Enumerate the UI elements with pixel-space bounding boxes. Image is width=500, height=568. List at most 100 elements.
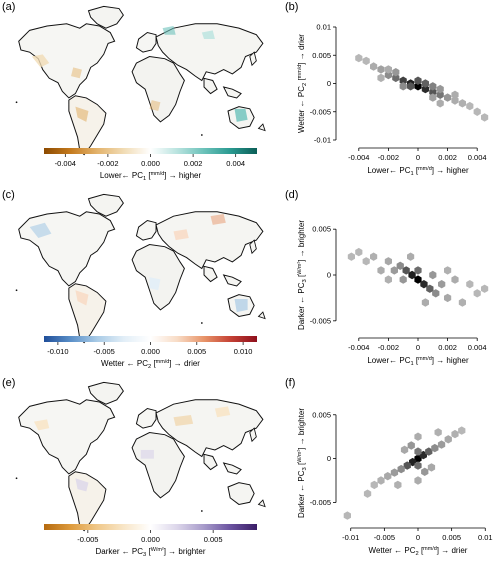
colorbar-e: -0.005 0.000 0.005 Darker ← PC3 [W/m²] → br… bbox=[44, 524, 257, 558]
hexbin-cell bbox=[481, 113, 489, 122]
x-tick-label: 0.01 bbox=[478, 533, 493, 542]
hexbin-cell bbox=[407, 441, 415, 450]
hexbin-cell bbox=[473, 289, 481, 298]
colorbar-title: Darker ← PC3 [W/m²] → brighter bbox=[95, 547, 205, 558]
hexbin-cell bbox=[392, 73, 400, 83]
panel-label-c: (c) bbox=[2, 189, 15, 201]
hexbin-cell bbox=[458, 426, 466, 435]
hexbin-cell bbox=[458, 99, 466, 108]
x-tick-label: 0 bbox=[416, 343, 420, 352]
hexbin-cell bbox=[429, 82, 437, 91]
hexbin-cell bbox=[473, 107, 481, 116]
hexbin-cell bbox=[397, 464, 405, 474]
hexbin-cell bbox=[414, 476, 422, 485]
hexbin-cell bbox=[481, 284, 489, 293]
hexbin-cell bbox=[421, 298, 429, 307]
hexbin-cell bbox=[343, 511, 351, 520]
colorbar-title: Wetter ← PC2 [mm/d] → drier bbox=[101, 359, 200, 370]
hexbin-plot-b: -0.004 -0.002 0 0.002 0.004 -0.01 -0.005 0 0.005… bbox=[297, 23, 489, 177]
x-tick-label: -0.002 bbox=[378, 153, 399, 162]
x-tick-label: 0.005 bbox=[442, 533, 461, 542]
y-tick-label: 0.005 bbox=[312, 410, 331, 419]
hexbin-cell bbox=[444, 293, 452, 303]
hexbin-cell bbox=[438, 280, 446, 289]
x-axis-label: Wetter ← PC2 [mm/d] → drier bbox=[369, 546, 468, 557]
hexbin-cell bbox=[390, 468, 399, 477]
hexbin-cell bbox=[414, 275, 422, 284]
colorbar-c: -0.010 -0.005 0.000 0.005 0.010 Wetter ← PC2 … bbox=[44, 336, 257, 370]
x-tick-label: -0.004 bbox=[348, 153, 369, 162]
panel-label-f: (f) bbox=[285, 377, 295, 389]
x-tick-label: 0.004 bbox=[468, 343, 487, 352]
hexbin-cell bbox=[392, 68, 400, 77]
hexbin-cell bbox=[414, 461, 422, 470]
hexbin-cell bbox=[377, 73, 385, 83]
y-tick-label: 0 bbox=[327, 271, 331, 280]
hexbin-cell bbox=[355, 53, 363, 63]
world-map-a bbox=[15, 5, 266, 156]
hexbin-cell bbox=[377, 476, 385, 485]
hexbin-cell bbox=[347, 252, 355, 261]
hexbin-cell bbox=[451, 96, 459, 105]
hexbin-cell bbox=[399, 76, 407, 85]
y-tick-label: -0.01 bbox=[314, 136, 331, 145]
y-tick-label: 0 bbox=[327, 79, 331, 88]
x-tick-label: -0.01 bbox=[342, 533, 359, 542]
y-tick-label: -0.005 bbox=[310, 107, 331, 116]
hexbin-cell bbox=[437, 440, 446, 449]
hexbin-cell bbox=[414, 432, 422, 441]
hexbin-cell bbox=[400, 445, 409, 454]
colorbar-tick-label: 0.010 bbox=[234, 347, 253, 356]
hexbin-cell bbox=[384, 70, 392, 80]
hexbin-plot-f: -0.01 -0.005 0 0.005 0.01 -0.005 0 0.005 Wetter … bbox=[297, 408, 493, 557]
x-tick-label: 0 bbox=[416, 153, 420, 162]
hexbin-cell bbox=[377, 266, 385, 275]
hexbin-cell bbox=[414, 82, 422, 91]
hexbin-cell bbox=[363, 489, 372, 498]
colorbar-title: Lower← PC1 [mm/d] → higher bbox=[100, 171, 202, 182]
hexbin-cell bbox=[421, 467, 429, 476]
hexbin-cell bbox=[466, 280, 474, 289]
colorbar-tick-label: 0.000 bbox=[141, 535, 160, 544]
hexbin-cell bbox=[384, 257, 392, 266]
hexbin-cell bbox=[377, 65, 385, 74]
hexbin-cell bbox=[434, 428, 442, 437]
hexbin-cell bbox=[444, 435, 452, 444]
hexbin-cell bbox=[426, 284, 434, 293]
hexbin-cell bbox=[399, 82, 407, 91]
hexbin-cell bbox=[451, 429, 459, 439]
hexbin-cell bbox=[436, 90, 444, 99]
hexbin-cell bbox=[444, 266, 452, 275]
x-tick-label: 0.002 bbox=[438, 343, 457, 352]
hexbin-cell bbox=[370, 252, 378, 261]
x-axis-label: Lower← PC1 [mm/d] → higher bbox=[367, 356, 469, 367]
colorbar-tick-label: -0.002 bbox=[97, 159, 118, 168]
hexbin-cell bbox=[429, 87, 437, 97]
x-tick-label: 0 bbox=[416, 533, 420, 542]
panel-label-b: (b) bbox=[285, 1, 298, 13]
x-tick-label: -0.004 bbox=[348, 343, 369, 352]
hexbin-cell bbox=[414, 76, 422, 85]
hexbin-cell bbox=[421, 84, 429, 94]
hexbin-cell bbox=[384, 275, 392, 284]
colorbar-gradient bbox=[44, 336, 257, 342]
colorbar-tick-label: -0.010 bbox=[47, 347, 68, 356]
hexbin-cell bbox=[384, 65, 392, 74]
hexbin-cell bbox=[436, 84, 444, 94]
hexbin-cell bbox=[384, 472, 392, 481]
hexbin-cell bbox=[444, 93, 452, 102]
colorbar-tick-label: -0.005 bbox=[77, 535, 98, 544]
hexbin-cell bbox=[421, 79, 429, 88]
y-tick-label: 0.005 bbox=[312, 51, 331, 60]
hexbin-cell bbox=[396, 261, 404, 270]
hexbin-cell bbox=[425, 447, 433, 456]
hexbin-cell bbox=[370, 62, 378, 71]
hexbin-cell bbox=[394, 480, 402, 490]
x-tick-label: 0.004 bbox=[468, 153, 487, 162]
hexbin-cell bbox=[407, 252, 415, 261]
colorbar-tick-label: 0.000 bbox=[141, 159, 160, 168]
colorbar-tick-label: -0.004 bbox=[55, 159, 76, 168]
hexbin-cell bbox=[466, 101, 474, 111]
x-axis-label: Lower← PC1 [mm/d] → higher bbox=[367, 166, 469, 177]
